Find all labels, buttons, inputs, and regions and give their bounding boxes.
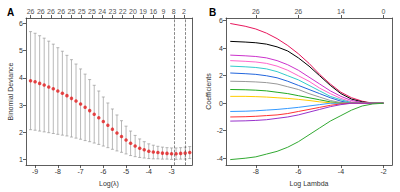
svg-text:-3: -3	[168, 168, 174, 175]
svg-text:23: 23	[109, 8, 117, 15]
svg-text:0: 0	[219, 100, 223, 107]
svg-text:25: 25	[78, 8, 86, 15]
svg-text:2: 2	[182, 8, 186, 15]
svg-text:26: 26	[27, 8, 35, 15]
svg-text:6: 6	[219, 17, 223, 24]
svg-text:8: 8	[172, 8, 176, 15]
svg-text:B: B	[209, 7, 216, 18]
svg-text:-7: -7	[77, 168, 83, 175]
svg-text:4: 4	[19, 74, 23, 81]
svg-text:-4: -4	[217, 155, 223, 162]
svg-text:22: 22	[119, 8, 127, 15]
svg-text:-6: -6	[295, 168, 301, 175]
svg-text:0: 0	[382, 8, 386, 15]
svg-text:2: 2	[19, 129, 23, 136]
svg-text:1: 1	[19, 156, 23, 163]
svg-text:19: 19	[139, 8, 147, 15]
svg-text:9: 9	[162, 8, 166, 15]
svg-text:Coefficients: Coefficients	[205, 73, 212, 110]
svg-text:20: 20	[129, 8, 137, 15]
svg-text:-9: -9	[32, 168, 38, 175]
svg-text:-8: -8	[253, 168, 259, 175]
svg-text:-4: -4	[146, 168, 152, 175]
svg-text:3: 3	[19, 102, 23, 109]
svg-text:-2: -2	[380, 168, 386, 175]
svg-text:26: 26	[57, 8, 65, 15]
svg-text:25: 25	[68, 8, 76, 15]
svg-text:4: 4	[219, 45, 223, 52]
svg-text:Log Lambda: Log Lambda	[290, 180, 329, 188]
svg-text:16: 16	[149, 8, 157, 15]
svg-text:26: 26	[252, 8, 260, 15]
svg-text:26: 26	[294, 8, 302, 15]
svg-text:-5: -5	[123, 168, 129, 175]
svg-text:-2: -2	[217, 127, 223, 134]
svg-text:2: 2	[219, 72, 223, 79]
svg-text:Log(λ): Log(λ)	[99, 180, 119, 188]
svg-text:26: 26	[37, 8, 45, 15]
svg-text:24: 24	[98, 8, 106, 15]
svg-text:Binomial Deviance: Binomial Deviance	[7, 62, 14, 120]
svg-text:26: 26	[47, 8, 55, 15]
svg-text:5: 5	[19, 47, 23, 54]
svg-text:A: A	[7, 7, 14, 18]
svg-text:-6: -6	[100, 168, 106, 175]
svg-text:-4: -4	[338, 168, 344, 175]
svg-text:25: 25	[88, 8, 96, 15]
svg-text:6: 6	[19, 20, 23, 27]
svg-text:14: 14	[337, 8, 345, 15]
svg-text:-8: -8	[55, 168, 61, 175]
